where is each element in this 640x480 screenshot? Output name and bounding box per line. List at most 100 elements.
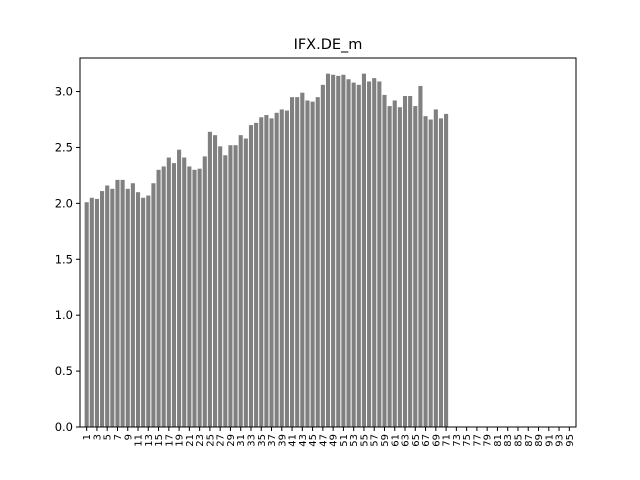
y-tick-label: 0.5 (55, 364, 73, 378)
bar-53 (351, 82, 356, 427)
bar-52 (346, 79, 351, 427)
x-tick-label: 7 (113, 434, 124, 440)
bar-44 (305, 100, 310, 428)
x-tick-label: 9 (123, 434, 134, 440)
bar-14 (151, 183, 156, 427)
x-tick-label: 45 (308, 434, 319, 447)
x-tick-label: 55 (359, 434, 370, 447)
x-tick-label: 3 (92, 434, 103, 440)
bar-45 (310, 101, 315, 428)
x-tick-label: 43 (298, 434, 309, 447)
bar-61 (392, 100, 397, 428)
bar-16 (161, 166, 166, 427)
bar-58 (377, 81, 382, 427)
y-axis: 0.0 0.5 1.0 1.5 2.0 2.5 3.0 (55, 85, 80, 434)
x-tick-label: 69 (431, 434, 442, 447)
bar-37 (269, 118, 274, 427)
x-tick-label: 93 (555, 434, 566, 447)
x-tick-label: 15 (154, 434, 165, 447)
bar-27 (218, 146, 223, 427)
x-tick-label: 23 (195, 434, 206, 447)
bar-38 (274, 112, 279, 427)
bar-31 (238, 135, 243, 427)
x-tick-label: 95 (565, 434, 576, 447)
bar-63 (402, 96, 408, 428)
x-tick-label: 41 (288, 434, 299, 447)
bar-22 (192, 169, 197, 427)
x-tick-label: 83 (503, 434, 514, 447)
bar-5 (105, 185, 110, 427)
bar-56 (367, 81, 372, 427)
x-tick-label: 51 (339, 434, 350, 447)
y-tick-label: 2.0 (55, 196, 73, 210)
bar-67 (423, 116, 428, 428)
x-tick-label: 79 (483, 434, 494, 447)
bar-32 (243, 138, 248, 427)
x-tick-label: 25 (205, 434, 216, 447)
x-tick-label: 59 (380, 434, 391, 447)
x-tick-label: 53 (349, 434, 360, 447)
y-tick-label: 3.0 (55, 85, 73, 99)
x-tick-label: 27 (216, 434, 227, 447)
bar-68 (428, 119, 433, 427)
bar-30 (233, 145, 238, 427)
bar-29 (228, 145, 233, 427)
bar-2 (89, 197, 94, 427)
y-tick-label: 0.0 (55, 420, 73, 434)
bar-57 (372, 78, 377, 427)
x-tick-label: 65 (411, 434, 422, 447)
bar-25 (207, 131, 212, 428)
bar-36 (264, 115, 269, 427)
bar-35 (259, 117, 264, 427)
x-tick-label: 87 (524, 434, 535, 447)
bar-13 (146, 195, 151, 427)
bar-51 (341, 74, 346, 428)
bar-64 (408, 96, 413, 428)
bar-7 (115, 179, 120, 427)
x-tick-label: 67 (421, 434, 432, 447)
bar-50 (336, 75, 341, 427)
bar-33 (248, 125, 254, 427)
bar-8 (120, 179, 125, 427)
bar-12 (141, 197, 146, 427)
bar-55 (361, 73, 366, 428)
bar-40 (284, 110, 289, 428)
bar-62 (397, 107, 402, 427)
chart-title: IFX.DE_m (294, 37, 363, 53)
bars-group (84, 73, 449, 428)
bar-6 (110, 188, 115, 427)
bar-26 (212, 135, 218, 427)
bar-17 (166, 157, 171, 427)
bar-10 (130, 183, 135, 427)
bar-4 (100, 191, 105, 427)
bar-69 (433, 109, 438, 427)
x-tick-label: 21 (185, 434, 196, 447)
x-axis: 1 3 5 7 9 11 13 15 17 19 21 23 25 27 29 31 33 35 37 39 41 43 4… (82, 427, 576, 447)
bar-9 (125, 188, 130, 427)
x-tick-label: 91 (544, 434, 555, 447)
x-tick-label: 35 (257, 434, 268, 447)
bar-71 (444, 113, 449, 427)
x-tick-label: 73 (452, 434, 463, 447)
bar-60 (387, 106, 392, 427)
x-tick-label: 17 (164, 434, 175, 447)
y-tick-label: 1.5 (55, 252, 73, 266)
x-tick-label: 61 (390, 434, 401, 447)
bar-21 (187, 166, 192, 427)
bar-23 (197, 168, 202, 427)
x-tick-label: 77 (472, 434, 483, 447)
x-tick-label: 37 (267, 434, 278, 447)
x-tick-label: 19 (175, 434, 186, 447)
x-tick-label: 89 (534, 434, 545, 447)
x-tick-label: 13 (144, 434, 155, 447)
y-tick-label: 1.0 (55, 308, 73, 322)
bar-66 (418, 85, 423, 427)
bar-43 (300, 92, 305, 427)
bar-1 (84, 202, 89, 427)
bar-47 (320, 84, 325, 427)
bar-34 (254, 122, 259, 427)
y-tick-label: 2.5 (55, 140, 73, 154)
x-tick-label: 39 (277, 434, 288, 447)
x-tick-label: 49 (329, 434, 340, 447)
